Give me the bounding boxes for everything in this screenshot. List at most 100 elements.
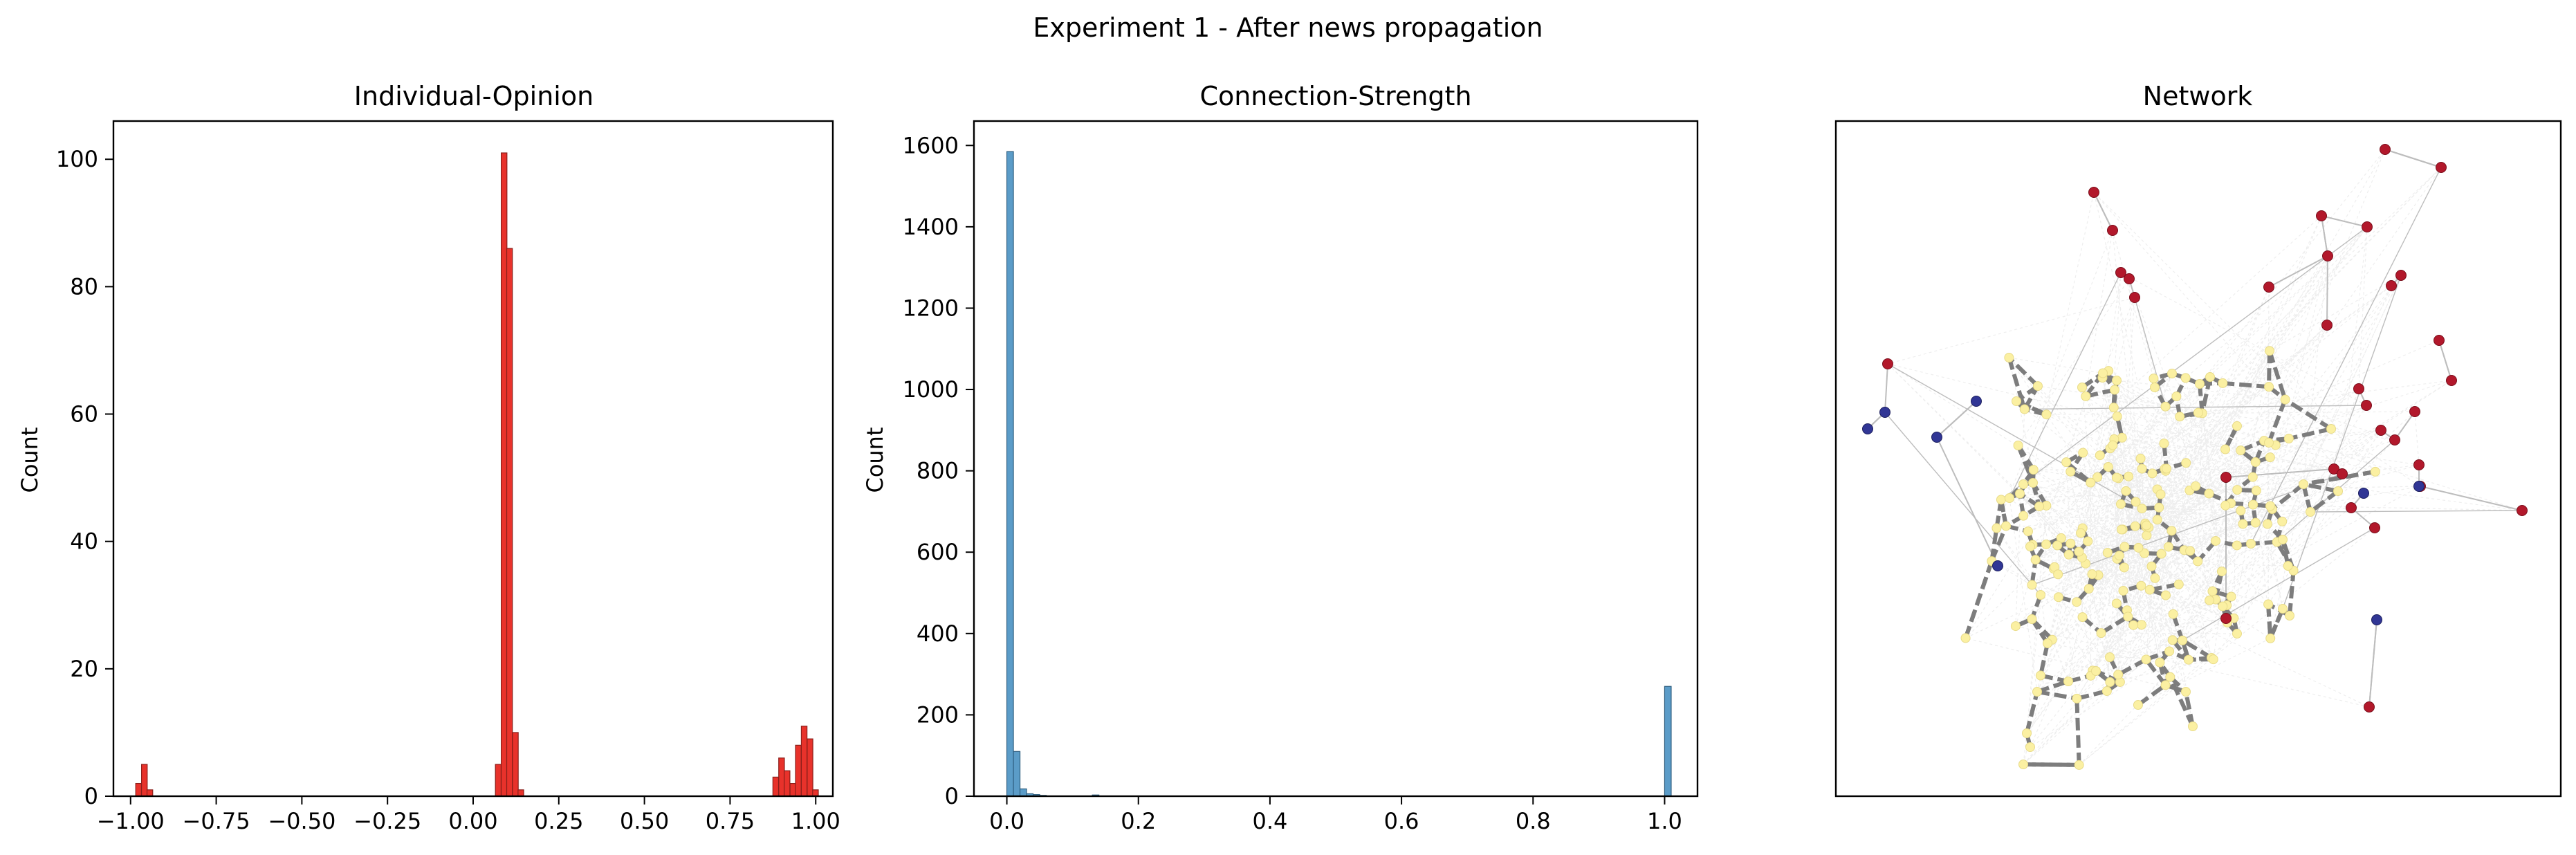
network-faint-edge xyxy=(2288,438,2523,511)
network-node-neutral xyxy=(2299,479,2308,489)
network-faint-edge xyxy=(2169,149,2386,677)
network-faint-edge xyxy=(2052,380,2452,641)
network-faint-edge xyxy=(2146,450,2241,528)
network-node-neutral xyxy=(2052,540,2063,551)
network-faint-edge xyxy=(2112,230,2145,553)
network-node-neutral xyxy=(2265,452,2275,463)
network-node-neutral xyxy=(2035,670,2045,681)
network-node-neutral xyxy=(2278,604,2288,614)
individual-opinion-x-tick-label: −1.00 xyxy=(97,808,165,834)
network-node-neutral xyxy=(2074,546,2084,557)
network-faint-edge xyxy=(2189,149,2386,491)
network-node-neutral xyxy=(2063,677,2073,686)
individual-opinion-bar xyxy=(807,738,813,797)
network-faint-edge xyxy=(2068,440,2265,555)
network-strong-edge xyxy=(2266,604,2273,638)
network-faint-edge xyxy=(2114,389,2214,660)
network-faint-edge xyxy=(2076,428,2332,699)
network-faint-edge xyxy=(2082,555,2120,618)
network-node-neutral xyxy=(2041,410,2052,420)
network-faint-edge xyxy=(2036,632,2101,692)
network-strong-edge xyxy=(2168,676,2195,728)
connection-strength-bar xyxy=(1019,788,1027,797)
network-strong-edge xyxy=(2270,482,2305,511)
network-weak-edge xyxy=(2394,411,2416,441)
individual-opinion-bar xyxy=(800,726,808,797)
network-node-negative xyxy=(1931,432,1942,443)
network-node-neutral xyxy=(2114,551,2124,561)
network-faint-edge xyxy=(2035,559,2288,567)
network-node-neutral xyxy=(2072,597,2082,607)
individual-opinion-bar xyxy=(141,764,148,797)
network-faint-edge xyxy=(2033,469,2077,603)
network-strong-edge xyxy=(2267,350,2288,401)
network-node-neutral xyxy=(2178,635,2188,645)
network-frame xyxy=(1834,120,2562,798)
network-faint-edge xyxy=(2102,377,2273,510)
network-faint-edge xyxy=(2101,632,2237,634)
network-faint-edge xyxy=(2109,255,2328,658)
network-faint-edge xyxy=(2023,416,2118,485)
network-node-negative xyxy=(2413,481,2425,492)
network-weak-edge xyxy=(1884,363,1888,413)
network-node-neutral xyxy=(2076,528,2086,538)
network-node-neutral xyxy=(2236,445,2246,456)
network-faint-edge xyxy=(2088,226,2368,589)
network-faint-edge xyxy=(2118,477,2271,507)
network-faint-edge xyxy=(2117,416,2142,625)
network-node-neutral xyxy=(2207,586,2218,596)
network-faint-edge xyxy=(2128,278,2142,625)
network-faint-edge xyxy=(2045,544,2227,619)
network-node-neutral xyxy=(2128,620,2139,630)
network-node-neutral xyxy=(2032,381,2043,392)
network-faint-edge xyxy=(2148,255,2328,528)
network-faint-edge xyxy=(2098,493,2209,576)
network-node-neutral xyxy=(2004,353,2014,363)
network-node-neutral xyxy=(2216,567,2227,577)
network-faint-edge xyxy=(2117,595,2166,675)
network-faint-edge xyxy=(2085,477,2253,564)
network-node-neutral xyxy=(2150,573,2160,583)
network-strong-edge xyxy=(2007,357,2027,410)
network-faint-edge xyxy=(2082,452,2099,576)
network-node-neutral xyxy=(2023,526,2033,537)
network-weak-edge xyxy=(2282,275,2402,609)
network-node-neutral xyxy=(2160,401,2171,412)
network-faint-edge xyxy=(2107,450,2241,553)
network-node-neutral xyxy=(2019,404,2030,414)
network-node-neutral xyxy=(2027,580,2037,590)
network-strong-edge xyxy=(2099,614,2129,635)
network-faint-edge xyxy=(2185,255,2328,378)
network-node-neutral xyxy=(2101,686,2112,697)
network-node-positive xyxy=(1882,358,1893,369)
network-node-positive xyxy=(2375,425,2386,436)
network-node-neutral xyxy=(2251,486,2261,496)
network-node-neutral xyxy=(2185,546,2196,556)
network-node-neutral xyxy=(2232,629,2242,639)
network-node-neutral xyxy=(2147,468,2158,479)
network-faint-edge xyxy=(2090,383,2223,677)
network-faint-edge xyxy=(2126,473,2153,611)
network-weak-edge xyxy=(2321,215,2368,228)
network-node-neutral xyxy=(2220,444,2230,454)
network-faint-edge xyxy=(2267,430,2382,605)
network-faint-edge xyxy=(2110,659,2214,683)
network-node-neutral xyxy=(2226,591,2236,602)
connection-strength-bar xyxy=(1013,751,1021,797)
network-strong-edge xyxy=(2074,698,2081,765)
network-node-neutral xyxy=(2264,382,2274,392)
network-faint-edge xyxy=(2040,507,2160,676)
network-faint-edge xyxy=(2079,439,2395,766)
network-node-neutral xyxy=(2159,439,2169,449)
network-node-neutral xyxy=(2193,407,2203,418)
network-node-neutral xyxy=(2208,654,2218,665)
network-node-positive xyxy=(2409,406,2420,417)
connection-strength-y-tick-label: 1600 xyxy=(903,132,959,158)
network-node-neutral xyxy=(2166,526,2177,536)
network-node-neutral xyxy=(2121,486,2131,496)
network-strong-edge xyxy=(2288,570,2296,616)
network-node-neutral xyxy=(1960,633,1971,643)
network-weak-edge xyxy=(2420,486,2523,511)
network-node-neutral xyxy=(2205,372,2215,382)
